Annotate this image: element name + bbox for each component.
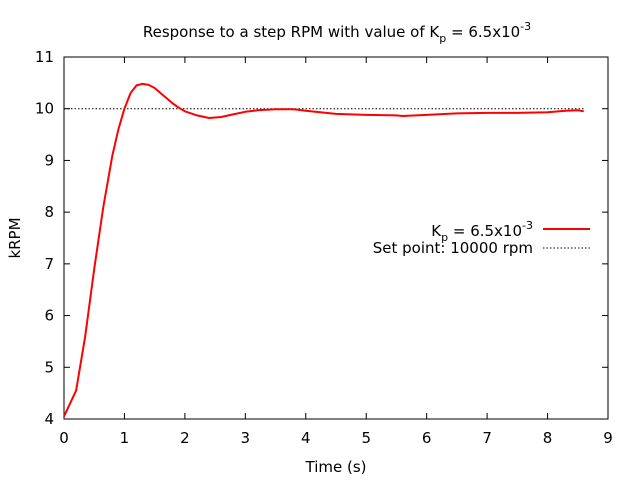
legend-kp-superscript: -3 (522, 219, 533, 232)
chart-title-subscript: p (439, 32, 446, 45)
y-tick-label-6: 10 (35, 100, 54, 118)
axis-ticks (63, 56, 609, 420)
y-tick-label-3: 7 (44, 255, 54, 273)
x-tick-label-0: 0 (59, 429, 69, 447)
series-layer (63, 82, 584, 417)
y-tick-label-7: 11 (35, 48, 54, 66)
legend-kp-middle: = 6.5x10 (448, 222, 522, 240)
x-tick-label-7: 7 (482, 429, 492, 447)
x-tick-label-3: 3 (241, 429, 251, 447)
axis-tick-labels: 0 1 2 3 4 5 6 7 8 9 4 5 6 7 8 9 10 11 (35, 48, 613, 447)
x-tick-label-5: 5 (361, 429, 371, 447)
chart-title-middle: = 6.5x10 (446, 23, 520, 41)
legend-kp-subscript: p (441, 231, 448, 244)
x-tick-label-2: 2 (180, 429, 190, 447)
x-tick-label-8: 8 (543, 429, 553, 447)
x-tick-label-1: 1 (120, 429, 130, 447)
y-tick-label-4: 8 (44, 203, 54, 221)
y-tick-label-0: 4 (44, 410, 54, 428)
x-tick-label-6: 6 (422, 429, 432, 447)
chart-title: Response to a step RPM with value of Kp … (143, 20, 531, 45)
y-tick-label-2: 6 (44, 307, 54, 325)
x-tick-label-9: 9 (603, 429, 613, 447)
chart-title-superscript: -3 (520, 20, 531, 33)
y-tick-label-5: 9 (44, 151, 54, 169)
y-tick-label-1: 5 (44, 358, 54, 376)
legend-label-setpoint: Set point: 10000 rpm (373, 239, 533, 257)
chart-title-prefix: Response to a step RPM with value of K (143, 23, 441, 41)
series-line-kp-response (63, 82, 584, 417)
x-axis-label: Time (s) (305, 458, 367, 476)
legend: Kp = 6.5x10-3 Set point: 10000 rpm (373, 219, 590, 257)
legend-kp-base: K (431, 222, 442, 240)
y-axis-label: kRPM (6, 217, 24, 258)
x-tick-label-4: 4 (301, 429, 311, 447)
plot-area (63, 56, 609, 420)
legend-label-kp: Kp = 6.5x10-3 (431, 219, 533, 244)
